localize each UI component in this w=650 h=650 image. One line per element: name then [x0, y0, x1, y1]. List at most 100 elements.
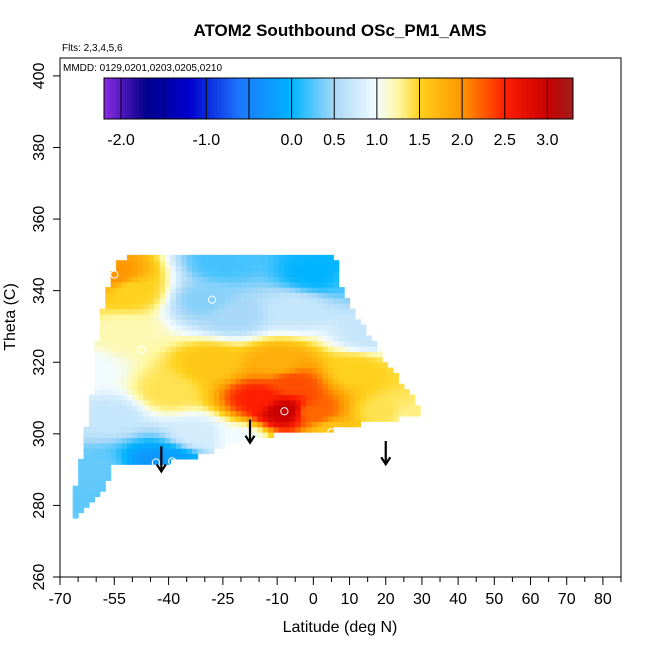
heatmap-cell — [322, 276, 329, 283]
heatmap-cell — [175, 383, 182, 390]
heatmap-cell — [311, 319, 318, 326]
heatmap-cell — [257, 308, 264, 315]
heatmap-cell — [360, 405, 367, 412]
heatmap-cell — [99, 319, 106, 326]
heatmap-cell — [121, 313, 128, 320]
heatmap-cell — [137, 448, 144, 455]
heatmap-cell — [154, 276, 161, 283]
heatmap-cell — [289, 265, 296, 272]
heatmap-cell — [278, 383, 285, 390]
heatmap-cell — [192, 356, 199, 363]
heatmap-cell — [246, 313, 253, 320]
heatmap-cell — [371, 340, 378, 347]
colorbar-segment — [291, 78, 297, 119]
heatmap-cell — [235, 432, 242, 439]
heatmap-cell — [159, 313, 166, 320]
heatmap-cell — [175, 399, 182, 406]
heatmap-cell — [224, 281, 231, 288]
heatmap-cell — [126, 442, 133, 449]
heatmap-cell — [213, 383, 220, 390]
heatmap-cell — [235, 287, 242, 294]
heatmap-cell — [376, 351, 383, 358]
heatmap-cell — [208, 437, 215, 444]
heatmap-cell — [240, 372, 247, 379]
heatmap-cell — [289, 335, 296, 342]
heatmap-cell — [116, 448, 123, 455]
heatmap-cell — [170, 453, 177, 460]
heatmap-cell — [327, 399, 334, 406]
heatmap-cell — [273, 346, 280, 353]
heatmap-cell — [197, 399, 204, 406]
heatmap-cell — [202, 260, 209, 267]
heatmap-cell — [257, 399, 264, 406]
heatmap-cell — [137, 415, 144, 422]
heatmap-cell — [230, 260, 237, 267]
heatmap-cell — [246, 303, 253, 310]
colorbar-segment — [232, 78, 238, 119]
heatmap-cell — [322, 287, 329, 294]
heatmap-cell — [382, 394, 389, 401]
heatmap-cell — [121, 410, 128, 417]
heatmap-cell — [316, 410, 323, 417]
heatmap-cell — [246, 367, 253, 374]
heatmap-cell — [202, 303, 209, 310]
colorbar-segment — [479, 78, 484, 119]
heatmap-cell — [170, 362, 177, 369]
heatmap-cell — [148, 281, 155, 288]
heatmap-cell — [208, 303, 215, 310]
heatmap-cell — [105, 421, 112, 428]
heatmap-cell — [257, 340, 264, 347]
colorbar-segment — [178, 78, 183, 119]
heatmap-cell — [240, 378, 247, 385]
heatmap-cell — [365, 415, 372, 422]
heatmap-cell — [240, 426, 247, 433]
heatmap-cell — [121, 362, 128, 369]
heatmap-cell — [126, 383, 133, 390]
heatmap-cell — [181, 292, 188, 299]
heatmap-cell — [181, 254, 188, 261]
heatmap-cell — [164, 292, 171, 299]
heatmap-cell — [268, 394, 275, 401]
heatmap-cell — [316, 389, 323, 396]
heatmap-cell — [268, 270, 275, 277]
heatmap-cell — [197, 324, 204, 331]
heatmap-cell — [213, 442, 220, 449]
heatmap-cell — [246, 351, 253, 358]
heatmap-cell — [300, 260, 307, 267]
heatmap-cell — [175, 292, 182, 299]
heatmap-cell — [230, 351, 237, 358]
heatmap-cell — [219, 378, 226, 385]
heatmap-cell — [181, 297, 188, 304]
heatmap-cell — [88, 480, 95, 487]
heatmap-cell — [110, 303, 117, 310]
heatmap-cell — [121, 426, 128, 433]
colorbar-segment — [311, 78, 316, 119]
heatmap-cell — [181, 453, 188, 460]
heatmap-cell — [354, 378, 362, 385]
heatmap-cell — [202, 265, 209, 272]
heatmap-cell — [116, 389, 123, 396]
heatmap-cell — [349, 421, 356, 428]
heatmap-cell — [186, 335, 193, 342]
heatmap-cell — [235, 346, 242, 353]
heatmap-cell — [126, 399, 133, 406]
heatmap-cell — [354, 421, 362, 428]
flight-arrow — [380, 440, 392, 467]
heatmap-cell — [148, 346, 155, 353]
colorbar-segment — [334, 78, 339, 119]
heatmap-cell — [333, 383, 340, 390]
heatmap-cell — [121, 335, 128, 342]
heatmap-cell — [284, 378, 291, 385]
heatmap-cell — [213, 330, 220, 336]
heatmap-cell — [224, 308, 231, 315]
heatmap-cell — [230, 372, 237, 379]
heatmap-cell — [349, 399, 356, 406]
heatmap-cell — [105, 362, 112, 369]
heatmap-cell — [295, 378, 302, 385]
colorbar-segment — [436, 78, 441, 119]
heatmap-cell — [322, 362, 329, 369]
heatmap-cell — [148, 383, 155, 390]
heatmap-cell — [208, 319, 215, 326]
heatmap-cell — [262, 276, 269, 283]
heatmap-cell — [273, 324, 280, 331]
